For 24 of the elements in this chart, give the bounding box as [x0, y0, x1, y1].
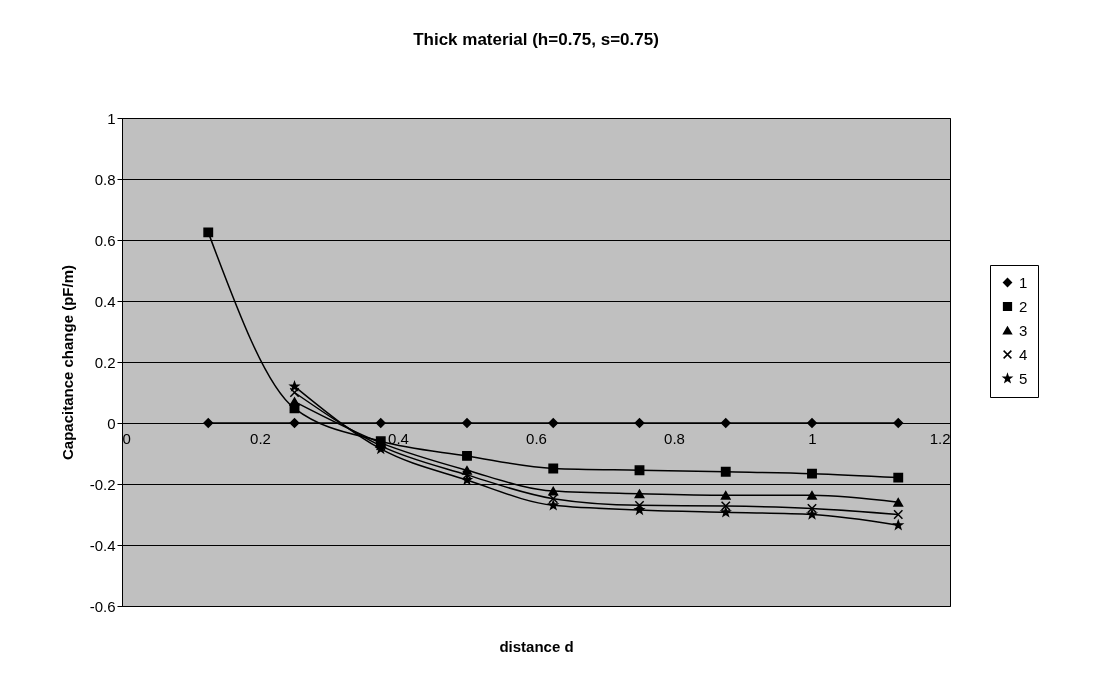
- legend-label: 1: [1019, 273, 1028, 291]
- y-tick-label: 0.6: [94, 231, 116, 249]
- x-tick-label: 0.6: [526, 429, 547, 447]
- x-tick-label: 0.4: [388, 429, 409, 447]
- x-tick-label: 0.8: [664, 429, 685, 447]
- x-axis-title: distance d: [499, 637, 574, 655]
- y-tick-label: -0.2: [89, 475, 116, 493]
- y-tick-label: 1: [107, 109, 116, 127]
- y-tick-label: 0: [107, 414, 116, 432]
- x-tick-label: 0.2: [250, 429, 271, 447]
- y-tick-label: -0.6: [89, 597, 116, 615]
- legend-label: 5: [1019, 369, 1028, 387]
- legend-label: 2: [1019, 297, 1028, 315]
- x-tick-label: 1: [808, 429, 817, 447]
- y-tick-label: 0.8: [94, 170, 116, 188]
- y-tick-label: -0.4: [89, 536, 116, 554]
- x-tick-label: 1.2: [929, 429, 951, 447]
- y-tick-label: 0.2: [94, 353, 116, 371]
- chart-title: Thick material (h=0.75, s=0.75): [413, 30, 659, 49]
- y-axis-title: Capacitance change (pF/m): [58, 264, 76, 461]
- legend-label: 4: [1019, 345, 1028, 363]
- legend-label: 3: [1019, 321, 1028, 339]
- y-tick-label: 0.4: [94, 292, 116, 310]
- x-tick-label: 0: [122, 429, 131, 447]
